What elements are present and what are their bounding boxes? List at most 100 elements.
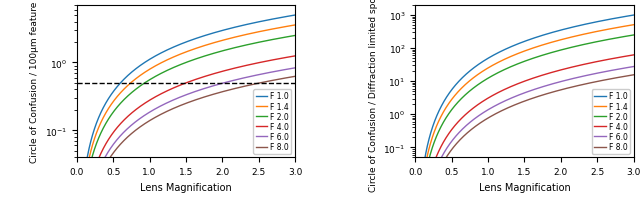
F 1.0 (500, 49, 508, 52)
Line: F 8.0: F 8.0 (416, 75, 634, 202)
F 4.0 (243, 65, 251, 67)
F 8.0 (170, 108, 177, 110)
F 2.0 (582, 44, 589, 46)
F 4.0 (586, 63, 593, 65)
F 2.0 (291, 35, 299, 38)
F 2.0 (247, 43, 255, 46)
F 8.0 (500, 109, 508, 111)
F 1.4 (247, 33, 255, 35)
F 2.0 (500, 69, 508, 72)
F 6.0 (243, 77, 251, 79)
Line: F 2.0: F 2.0 (416, 36, 634, 202)
F 4.0 (96, 155, 104, 157)
F 1.4 (170, 57, 177, 59)
Line: F 1.0: F 1.0 (416, 16, 634, 202)
F 6.0 (508, 97, 516, 100)
F 1.4 (630, 24, 637, 27)
F 4.0 (582, 63, 589, 66)
F 6.0 (247, 76, 255, 78)
F 6.0 (435, 163, 442, 165)
F 2.0 (243, 44, 251, 47)
F 1.0 (582, 24, 589, 26)
F 1.0 (247, 23, 255, 25)
F 1.4 (96, 124, 104, 127)
F 8.0 (162, 111, 170, 114)
Line: F 4.0: F 4.0 (77, 57, 295, 202)
Line: F 1.4: F 1.4 (77, 26, 295, 202)
F 6.0 (223, 81, 231, 84)
Y-axis label: Circle of Confusion / Diffraction limited spot size: Circle of Confusion / Diffraction limite… (369, 0, 378, 191)
X-axis label: Lens Magnification: Lens Magnification (140, 182, 232, 192)
F 4.0 (508, 86, 516, 88)
F 1.0 (162, 50, 170, 53)
F 1.0 (435, 112, 442, 114)
Line: F 1.4: F 1.4 (416, 26, 634, 202)
F 1.4 (586, 33, 593, 35)
Line: F 6.0: F 6.0 (77, 68, 295, 202)
F 1.4 (435, 121, 442, 124)
F 1.0 (96, 114, 104, 117)
F 4.0 (170, 87, 177, 90)
F 2.0 (170, 67, 177, 69)
F 8.0 (508, 105, 516, 108)
F 2.0 (96, 135, 104, 137)
Legend: F 1.0, F 1.4, F 2.0, F 4.0, F 6.0, F 8.0: F 1.0, F 1.4, F 2.0, F 4.0, F 6.0, F 8.0 (253, 90, 291, 154)
F 1.0 (243, 24, 251, 26)
F 1.0 (508, 46, 516, 48)
F 6.0 (162, 103, 170, 105)
F 1.4 (582, 33, 589, 36)
Line: F 4.0: F 4.0 (416, 56, 634, 202)
F 1.4 (500, 59, 508, 61)
F 1.4 (243, 34, 251, 36)
F 1.4 (162, 60, 170, 63)
F 2.0 (630, 35, 637, 37)
F 1.0 (586, 23, 593, 25)
F 6.0 (170, 99, 177, 102)
F 8.0 (586, 82, 593, 85)
F 8.0 (223, 90, 231, 92)
F 6.0 (630, 66, 637, 68)
Legend: F 1.0, F 1.4, F 2.0, F 4.0, F 6.0, F 8.0: F 1.0, F 1.4, F 2.0, F 4.0, F 6.0, F 8.0 (592, 90, 630, 154)
F 4.0 (223, 69, 231, 72)
F 1.4 (561, 38, 569, 41)
F 4.0 (247, 64, 255, 66)
F 4.0 (500, 89, 508, 92)
F 2.0 (223, 49, 231, 52)
F 1.0 (170, 47, 177, 49)
F 4.0 (561, 68, 569, 71)
F 1.0 (291, 15, 299, 17)
F 1.0 (561, 28, 569, 31)
F 4.0 (291, 55, 299, 58)
F 8.0 (435, 171, 442, 174)
F 1.4 (223, 39, 231, 41)
Line: F 6.0: F 6.0 (416, 67, 634, 202)
F 8.0 (561, 88, 569, 90)
F 6.0 (582, 75, 589, 77)
Line: F 1.0: F 1.0 (77, 16, 295, 202)
F 1.0 (223, 29, 231, 31)
F 1.4 (508, 56, 516, 58)
Y-axis label: Circle of Confusion / 100μm feature: Circle of Confusion / 100μm feature (30, 2, 39, 162)
Line: F 2.0: F 2.0 (77, 36, 295, 202)
F 8.0 (247, 84, 255, 86)
F 2.0 (162, 70, 170, 73)
F 4.0 (435, 152, 442, 154)
F 2.0 (508, 66, 516, 68)
F 2.0 (435, 132, 442, 134)
F 1.0 (630, 15, 637, 17)
F 2.0 (586, 43, 593, 45)
F 6.0 (586, 74, 593, 77)
F 6.0 (291, 67, 299, 70)
F 2.0 (561, 48, 569, 51)
F 8.0 (630, 74, 637, 77)
Line: F 8.0: F 8.0 (77, 77, 295, 202)
F 6.0 (500, 101, 508, 103)
F 1.4 (291, 25, 299, 27)
F 8.0 (582, 83, 589, 86)
F 4.0 (162, 91, 170, 93)
F 4.0 (630, 54, 637, 57)
F 8.0 (291, 76, 299, 78)
X-axis label: Lens Magnification: Lens Magnification (479, 182, 570, 192)
F 8.0 (96, 175, 104, 178)
F 8.0 (243, 85, 251, 87)
